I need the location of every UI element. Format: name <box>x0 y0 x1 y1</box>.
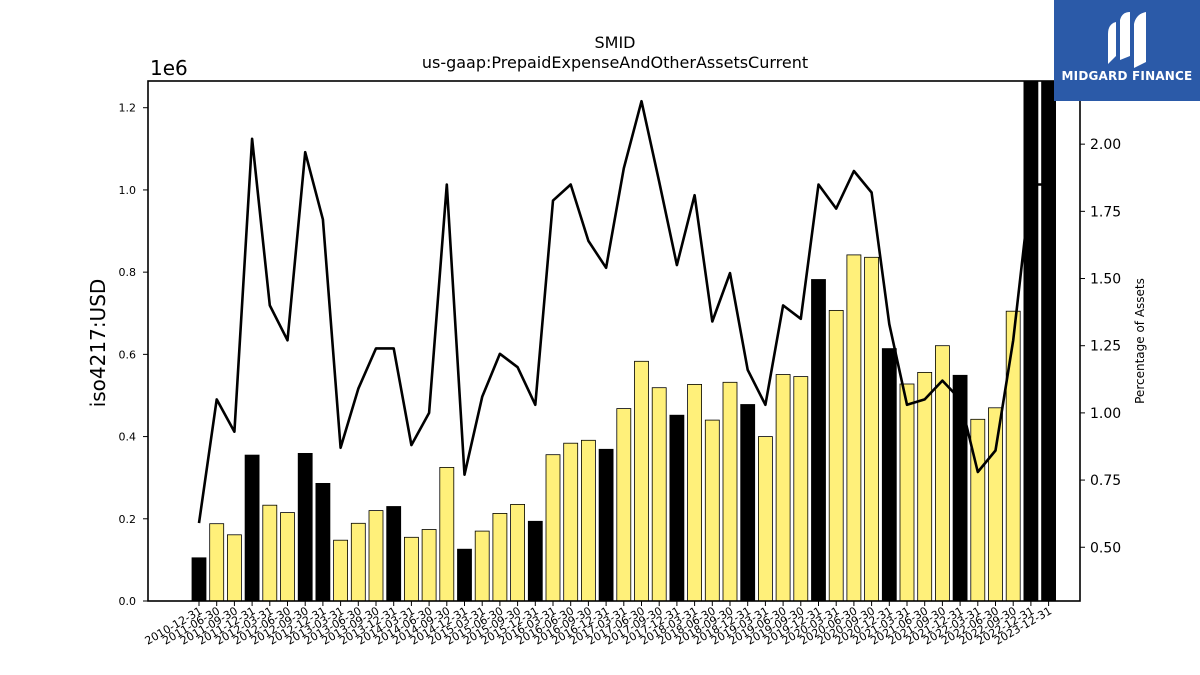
bar <box>581 439 596 602</box>
logo-mark-icon <box>1108 12 1146 68</box>
bar <box>899 383 915 602</box>
y-right-tick-label: 1.00 <box>1090 406 1121 422</box>
y-axis-label: iso4217:USD <box>86 279 110 408</box>
bar <box>722 381 738 602</box>
bar <box>297 452 313 602</box>
bar <box>864 256 879 602</box>
bar <box>492 513 508 602</box>
y-axis-right-label: Percentage of Assets <box>1133 278 1147 404</box>
bar <box>421 529 437 602</box>
midgard-finance-logo: MIDGARD FINANCE <box>1054 0 1200 101</box>
percentage-line <box>197 99 1049 524</box>
y-tick-label: 0.2 <box>119 513 137 526</box>
bar <box>350 522 366 602</box>
bar <box>740 404 756 602</box>
bar <box>563 442 579 602</box>
y-tick-label: 1.2 <box>119 102 137 115</box>
bar <box>191 557 207 602</box>
y-tick-label: 0.4 <box>119 431 137 444</box>
y-tick-label: 0.0 <box>119 595 137 608</box>
bar <box>917 371 933 602</box>
y-tick-label: 0.8 <box>119 266 137 279</box>
bar <box>244 454 260 602</box>
bar <box>262 504 278 602</box>
bar <box>545 454 561 602</box>
y-tick-label: 1.0 <box>119 184 137 197</box>
bar <box>793 376 809 602</box>
bar <box>439 466 455 602</box>
bar <box>704 419 720 602</box>
bar <box>510 503 526 602</box>
bar <box>403 536 419 602</box>
y-right-tick-label: 2.00 <box>1090 137 1121 153</box>
bar <box>846 254 862 602</box>
bar <box>881 348 897 602</box>
bar <box>527 520 543 602</box>
bar <box>651 387 667 602</box>
y-right-tick-label: 0.75 <box>1090 473 1121 489</box>
bar <box>811 279 826 602</box>
chart-subtitle: us-gaap:PrepaidExpenseAndOtherAssetsCurr… <box>422 53 808 72</box>
bar <box>598 448 614 602</box>
bar <box>669 414 685 602</box>
bar <box>333 539 349 602</box>
y-right-tick-label: 1.75 <box>1090 204 1121 220</box>
bar <box>315 482 331 602</box>
bar <box>988 407 1003 602</box>
chart-title: SMID <box>595 33 636 52</box>
bar <box>280 512 295 602</box>
bar <box>209 523 225 602</box>
plot-frame <box>147 80 1081 602</box>
bar <box>616 408 632 602</box>
bar <box>457 548 472 602</box>
bar <box>386 506 402 602</box>
bar <box>952 374 968 602</box>
bar <box>634 360 649 602</box>
bar <box>775 374 791 602</box>
bar <box>828 309 844 602</box>
bar <box>687 383 702 602</box>
y-right-tick-label: 1.25 <box>1090 339 1121 355</box>
bar <box>758 436 773 602</box>
bar <box>368 510 384 602</box>
logo-text: MIDGARD FINANCE <box>1061 69 1193 83</box>
bar <box>1041 80 1056 602</box>
y-tick-label: 0.6 <box>119 348 137 361</box>
bar <box>1005 310 1021 602</box>
bar <box>226 534 242 602</box>
bar <box>1023 80 1039 602</box>
y-right-tick-label: 0.50 <box>1090 540 1121 556</box>
bar <box>474 530 490 602</box>
y-right-tick-label: 1.50 <box>1090 272 1121 288</box>
y-axis-offset-text: 1e6 <box>150 56 188 80</box>
